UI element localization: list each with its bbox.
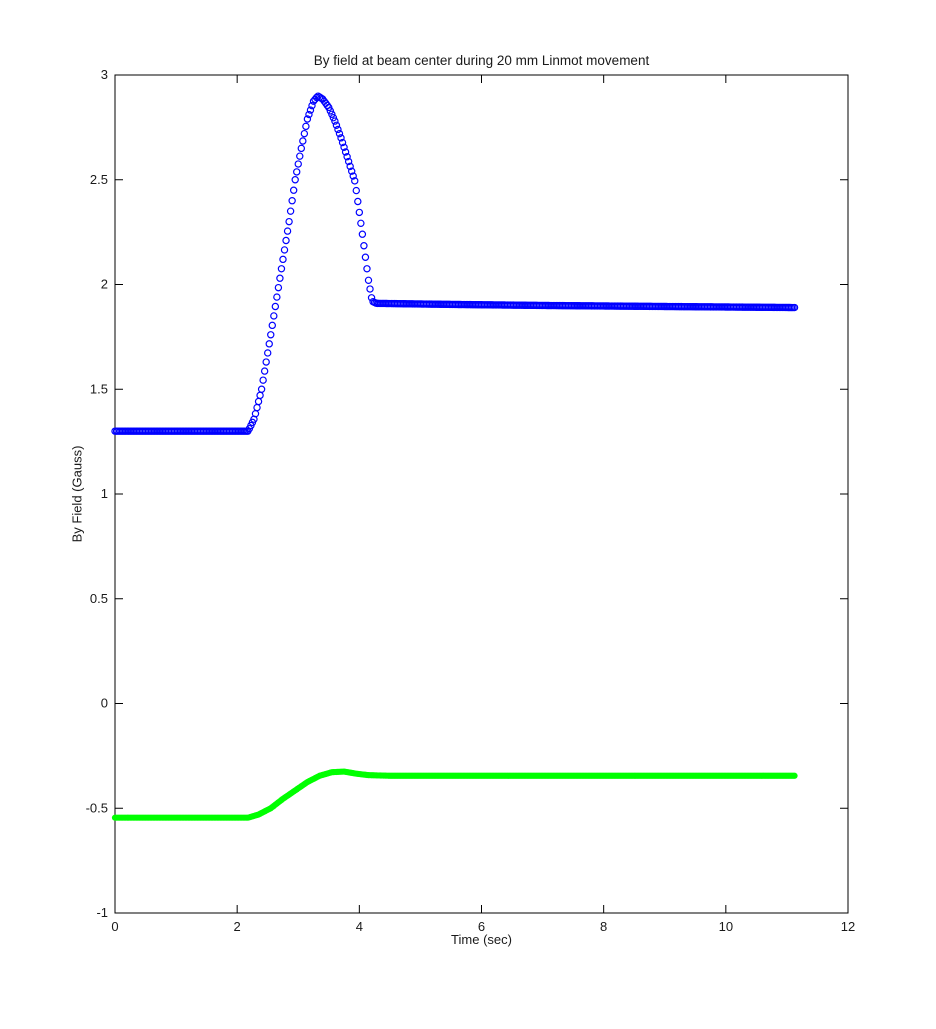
data-point-marker [268,321,276,330]
y-tick-label: 2.5 [90,172,108,187]
data-point-marker [276,274,284,282]
data-point-marker [790,303,799,312]
data-point-marker [262,358,270,366]
data-point-marker [346,162,354,171]
data-point-marker [329,113,338,122]
data-point-marker [306,106,315,114]
data-point-marker [293,168,301,176]
data-point-marker [358,230,367,238]
data-point-marker [265,340,273,348]
data-point-marker [286,207,295,215]
data-point-marker [337,134,345,142]
data-point-marker [257,385,266,393]
data-point-marker [277,265,286,273]
data-point-marker [283,227,292,235]
data-point-marker [791,772,798,779]
data-point-marker [328,110,336,118]
data-point-marker [280,246,289,254]
y-tick-label: 1.5 [90,381,108,396]
data-point-marker [305,110,313,119]
data-point-marker [271,302,280,311]
data-point-marker [354,197,362,206]
data-point-marker [288,196,296,205]
data-point-marker [289,186,298,194]
data-point-marker [291,176,299,184]
data-point-marker [355,208,364,217]
data-point-marker [299,137,307,145]
data-point-marker [352,186,360,195]
x-tick-label: 2 [234,919,241,934]
data-point-marker [334,125,342,134]
data-point-marker [256,391,264,400]
plot-box [114,74,849,914]
data-point-marker [323,101,331,110]
data-point-marker [357,219,365,228]
y-tick-label: 2 [101,277,108,292]
y-tick-label: -0.5 [86,800,108,815]
data-point-marker [264,349,272,357]
x-tick-label: 8 [600,919,607,934]
x-tick-label: 10 [719,919,733,934]
data-point-marker [303,115,312,123]
data-point-marker [254,397,263,406]
data-point-marker [300,129,309,138]
data-point-marker [267,331,275,339]
data-point-marker [364,276,373,285]
data-point-marker [282,236,290,245]
data-point-marker [285,217,293,226]
data-point-marker [259,376,267,384]
x-tick-label: 4 [356,919,363,934]
data-point-marker [326,107,335,115]
data-point-marker [360,242,368,250]
data-point-marker [308,101,316,110]
data-point-marker [351,177,359,185]
data-point-marker [279,255,287,264]
data-point-marker [297,144,305,153]
data-point-marker [343,152,351,161]
data-point-marker [331,117,339,125]
data-point-marker [253,403,261,412]
data-point-marker [344,157,353,166]
data-point-marker [325,103,333,112]
data-point-marker [363,265,371,273]
data-point-marker [296,152,304,160]
x-axis-label: Time (sec) [451,932,512,947]
data-point-marker [349,172,357,180]
data-point-marker [338,138,347,147]
y-tick-label: 3 [101,67,108,82]
data-point-marker [302,122,310,131]
data-point-marker [273,293,281,301]
y-tick-label: 1 [101,486,108,501]
data-point-marker [340,143,348,151]
series-green-dots [111,768,798,821]
data-point-marker [335,129,344,138]
data-point-marker [341,148,350,156]
data-point-marker [332,121,341,129]
y-tick-label: 0.5 [90,591,108,606]
data-point-marker [348,167,356,175]
x-tick-label: 12 [841,919,855,934]
data-point-marker [366,285,374,293]
chart-title: By field at beam center during 20 mm Lin… [313,53,650,68]
series-blue-open-circles [111,92,799,435]
data-point-marker [270,312,278,320]
x-tick-label: 0 [111,919,118,934]
data-point-marker [361,253,370,261]
y-tick-label: 0 [101,696,108,711]
x-tick-label: 6 [478,919,485,934]
data-point-marker [274,283,283,292]
y-tick-label: -1 [96,905,108,920]
data-point-marker [260,367,269,375]
data-point-marker [294,160,302,168]
